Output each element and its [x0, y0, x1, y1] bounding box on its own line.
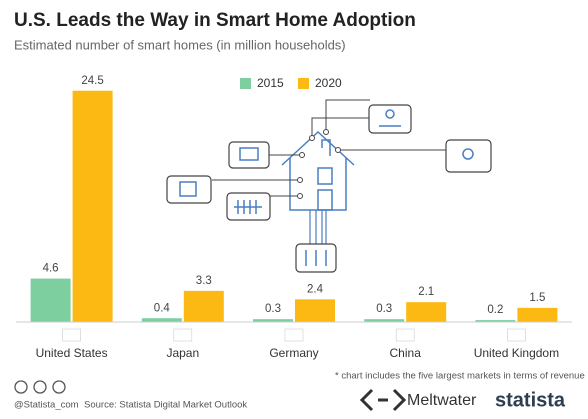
bar — [30, 278, 71, 322]
flags — [62, 328, 526, 342]
category-label: United Kingdom — [474, 346, 559, 360]
smart-home-illustration — [166, 99, 492, 273]
value-label: 1.5 — [529, 292, 545, 304]
chart-subtitle: Estimated number of smart homes (in mill… — [14, 37, 346, 52]
value-label: 2.1 — [418, 286, 434, 298]
value-label: 4.6 — [43, 263, 59, 275]
bar — [253, 319, 293, 322]
bar — [406, 302, 447, 322]
legend-swatch — [298, 78, 309, 89]
flag — [173, 328, 193, 342]
legend-swatch — [240, 78, 251, 89]
category-label: Japan — [166, 346, 199, 360]
bar — [141, 318, 182, 322]
flag — [284, 328, 304, 342]
category-label: United States — [36, 346, 108, 360]
bar — [72, 90, 113, 322]
bar — [517, 307, 558, 322]
value-label: 0.2 — [487, 304, 503, 316]
value-label: 3.3 — [196, 275, 212, 287]
value-label: 0.3 — [265, 303, 281, 315]
bar — [364, 319, 405, 322]
legend-label: 2020 — [315, 76, 342, 90]
flag — [395, 328, 415, 342]
partner-logo: Meltwater — [407, 392, 477, 409]
legend-label: 2015 — [257, 76, 284, 90]
value-label: 2.4 — [307, 283, 324, 295]
footer: @Statista_com Source: Statista Digital M… — [14, 380, 566, 411]
category-label: Germany — [269, 346, 318, 360]
credit: @Statista_com — [14, 400, 79, 411]
value-label: 24.5 — [81, 75, 103, 87]
source: Source: Statista Digital Market Outlook — [84, 400, 247, 411]
footnote: * chart includes the five largest market… — [335, 371, 588, 382]
brand-logo: statista — [495, 389, 566, 411]
value-label: 0.4 — [154, 302, 171, 314]
bar — [475, 320, 516, 322]
value-label: 0.3 — [376, 303, 392, 315]
category-label: China — [390, 346, 422, 360]
flag — [507, 328, 526, 342]
flag — [62, 328, 81, 342]
bar — [183, 290, 224, 322]
bar — [295, 299, 335, 322]
chart-title: U.S. Leads the Way in Smart Home Adoptio… — [14, 10, 416, 31]
